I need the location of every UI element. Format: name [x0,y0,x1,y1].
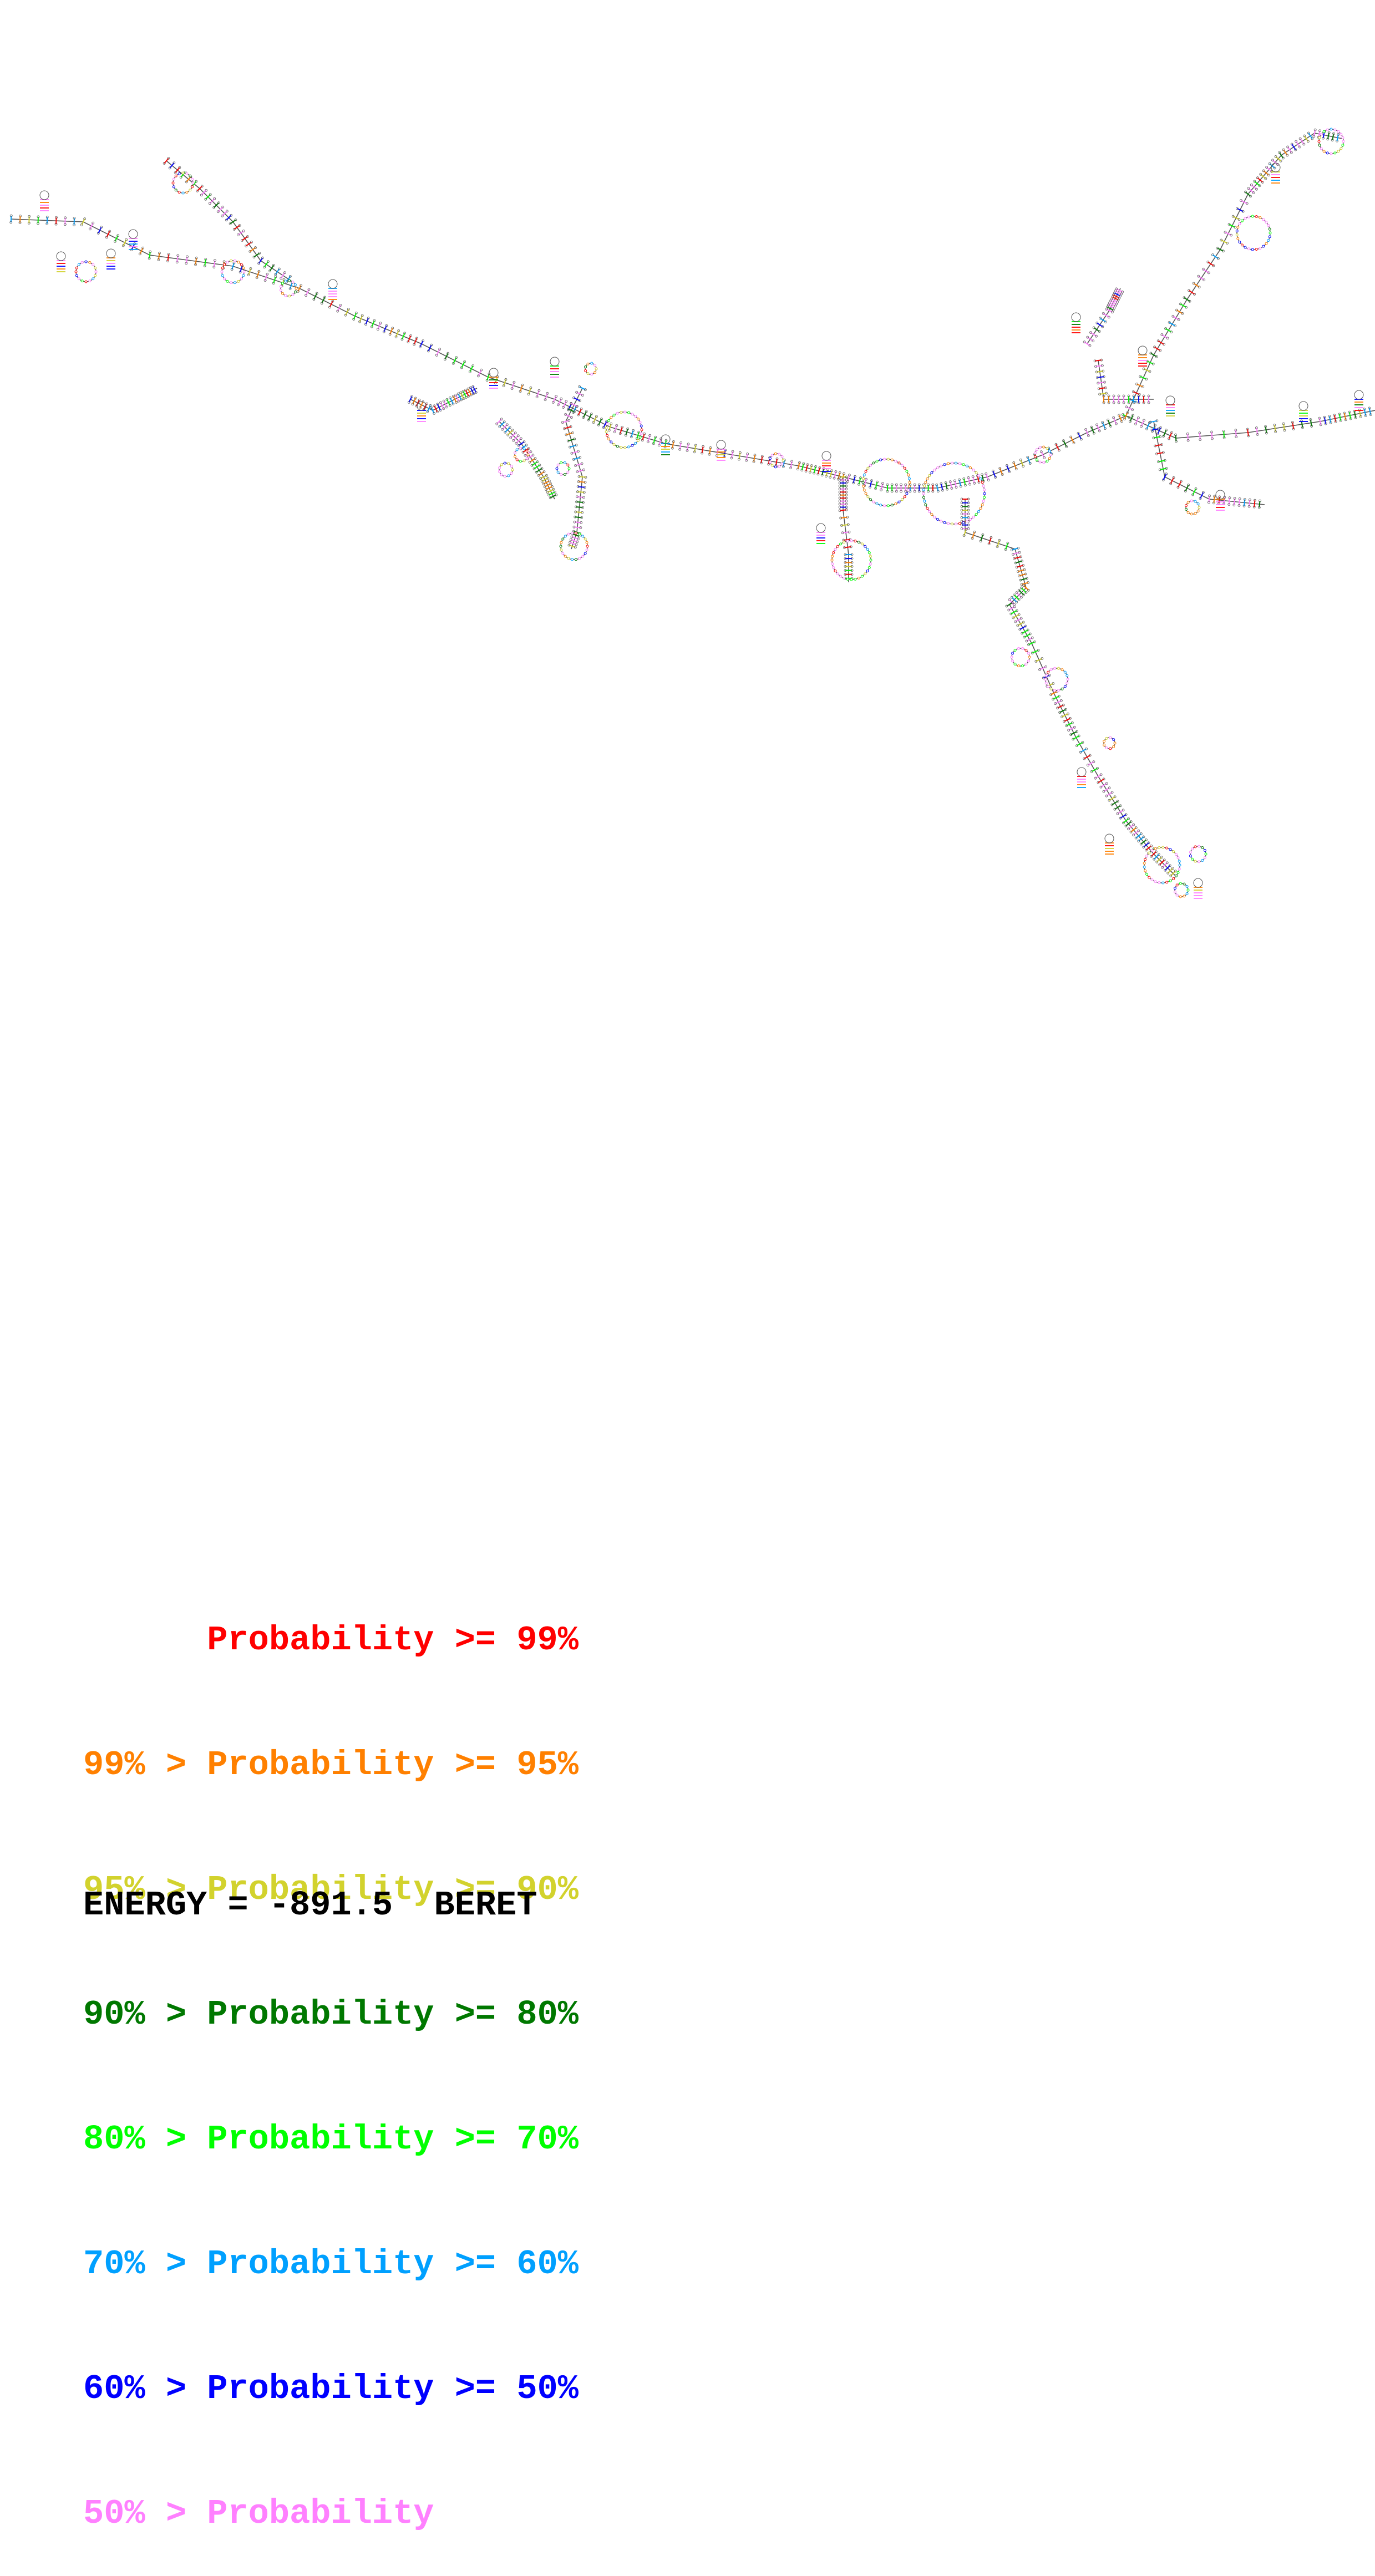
legend-row-p95: 99% > Probability >= 95% [83,1744,579,1786]
rna-secondary-structure-diagram [0,0,1375,943]
legend-row-p99: Probability >= 99% [83,1619,579,1661]
backbone-arm-9 [499,421,555,499]
hairpin-12 [1299,402,1308,410]
legend-row-p70: 80% > Probability >= 70% [83,2118,579,2160]
backbone-arm-1 [166,161,294,283]
probability-legend: Probability >= 99% 99% > Probability >= … [83,1536,579,2576]
backbone-arm-5 [965,499,1026,604]
hairpin-15 [1105,834,1114,843]
backbone-arm-2 [843,133,1342,488]
hairpin-3 [129,230,138,238]
hairpin-9 [717,440,725,449]
hairpin-20 [1138,346,1147,355]
hairpin-6 [489,368,498,377]
legend-row-p80: 90% > Probability >= 80% [83,1994,579,2035]
legend-row-plow: 50% > Probability [83,2493,579,2534]
loop-6 [1319,129,1343,154]
backbone-arm-3 [1126,410,1375,438]
hairpin-2 [106,249,115,258]
hairpin-10 [1072,313,1080,322]
legend-row-p60: 70% > Probability >= 60% [83,2243,579,2285]
hairpin-4 [328,280,337,288]
backbone-arm-11 [1087,288,1120,344]
hairpin-0 [40,191,49,200]
backbone-arm-6 [1009,604,1176,876]
backbone-arm-0 [11,219,843,477]
hairpin-13 [1354,390,1363,399]
hairpin-7 [550,357,559,366]
hairpin-11 [1166,396,1175,405]
hairpin-17 [816,524,825,532]
hairpin-16 [1194,878,1203,887]
hairpin-1 [57,252,65,261]
hairpin-14 [1077,768,1086,776]
energy-label: ENERGY = -891.5 BERET [83,1886,537,1925]
legend-row-p50: 60% > Probability >= 50% [83,2368,579,2410]
hairpin-18 [822,451,831,460]
